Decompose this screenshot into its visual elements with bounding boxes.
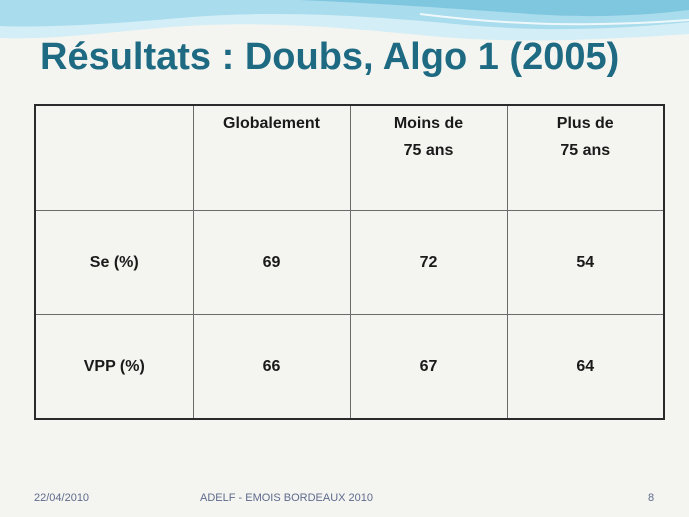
- header-moins-line1: Moins de: [393, 115, 464, 132]
- header-cell-globalement: Globalement: [192, 104, 351, 211]
- cell-vpp-moins-75: 67: [349, 314, 508, 420]
- cell-se-plus-75: 54: [506, 210, 665, 315]
- header-moins-line2: 75 ans: [403, 142, 454, 159]
- footer-page-number: 8: [648, 492, 655, 504]
- table-row: Se (%) 69 72 54: [34, 210, 665, 315]
- header-wave-decoration: [0, 0, 689, 41]
- row-label-vpp: VPP (%): [34, 314, 194, 420]
- cell-se-globalement: 69: [192, 210, 351, 315]
- wave-highlight: [419, 13, 689, 26]
- table-header-row: Globalement Moins de 75 ans Plus de 75 a…: [34, 104, 665, 211]
- row-label-se: Se (%): [34, 210, 194, 315]
- header-plus-line1: Plus de: [556, 115, 614, 132]
- cell-se-moins-75: 72: [349, 210, 508, 315]
- header-globalement-text: Globalement: [223, 115, 320, 132]
- header-empty-cell: [34, 104, 194, 211]
- header-cell-plus-de-75: Plus de 75 ans: [506, 104, 665, 211]
- slide-title: Résultats : Doubs, Algo 1 (2005): [40, 36, 620, 78]
- table-row: VPP (%) 66 67 64: [34, 314, 665, 420]
- cell-vpp-plus-75: 64: [506, 314, 665, 420]
- header-plus-line2: 75 ans: [560, 142, 611, 159]
- footer-date: 22/04/2010: [34, 492, 90, 504]
- wave-front: [300, 0, 689, 17]
- footer-event: ADELF - EMOIS BORDEAUX 2010: [200, 492, 373, 504]
- results-table: Globalement Moins de 75 ans Plus de 75 a…: [34, 104, 665, 420]
- header-cell-moins-de-75: Moins de 75 ans: [349, 104, 508, 211]
- cell-vpp-globalement: 66: [192, 314, 351, 420]
